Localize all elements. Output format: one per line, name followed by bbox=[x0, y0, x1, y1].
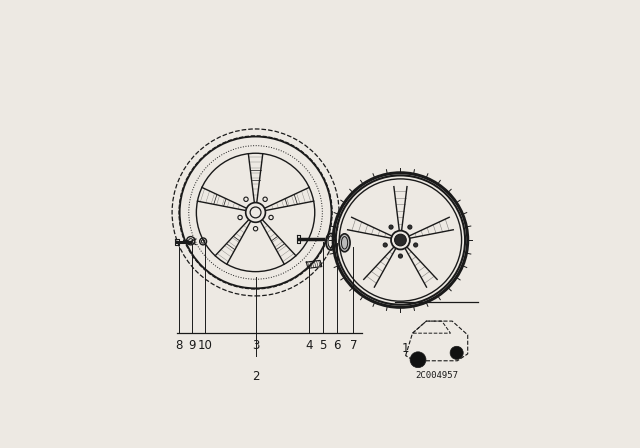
Text: 2: 2 bbox=[252, 370, 259, 383]
Circle shape bbox=[408, 225, 412, 229]
Text: 10: 10 bbox=[197, 339, 212, 352]
Circle shape bbox=[238, 215, 243, 220]
Circle shape bbox=[410, 352, 426, 368]
Text: 5: 5 bbox=[319, 339, 326, 352]
Text: 2C004957: 2C004957 bbox=[415, 371, 458, 380]
Text: 1: 1 bbox=[402, 342, 410, 355]
Circle shape bbox=[395, 234, 406, 246]
Circle shape bbox=[244, 197, 248, 202]
Circle shape bbox=[450, 346, 463, 359]
Text: 9: 9 bbox=[188, 339, 195, 352]
Ellipse shape bbox=[339, 234, 350, 252]
Circle shape bbox=[398, 254, 403, 258]
Text: 8: 8 bbox=[175, 339, 182, 352]
Circle shape bbox=[383, 243, 387, 247]
Text: 7: 7 bbox=[350, 339, 358, 352]
Text: 6: 6 bbox=[333, 339, 340, 352]
Circle shape bbox=[269, 215, 273, 220]
Circle shape bbox=[389, 225, 393, 229]
Text: 3: 3 bbox=[252, 339, 259, 352]
Circle shape bbox=[253, 227, 258, 231]
Circle shape bbox=[263, 197, 268, 202]
Text: 4: 4 bbox=[305, 339, 313, 352]
Circle shape bbox=[413, 243, 418, 247]
